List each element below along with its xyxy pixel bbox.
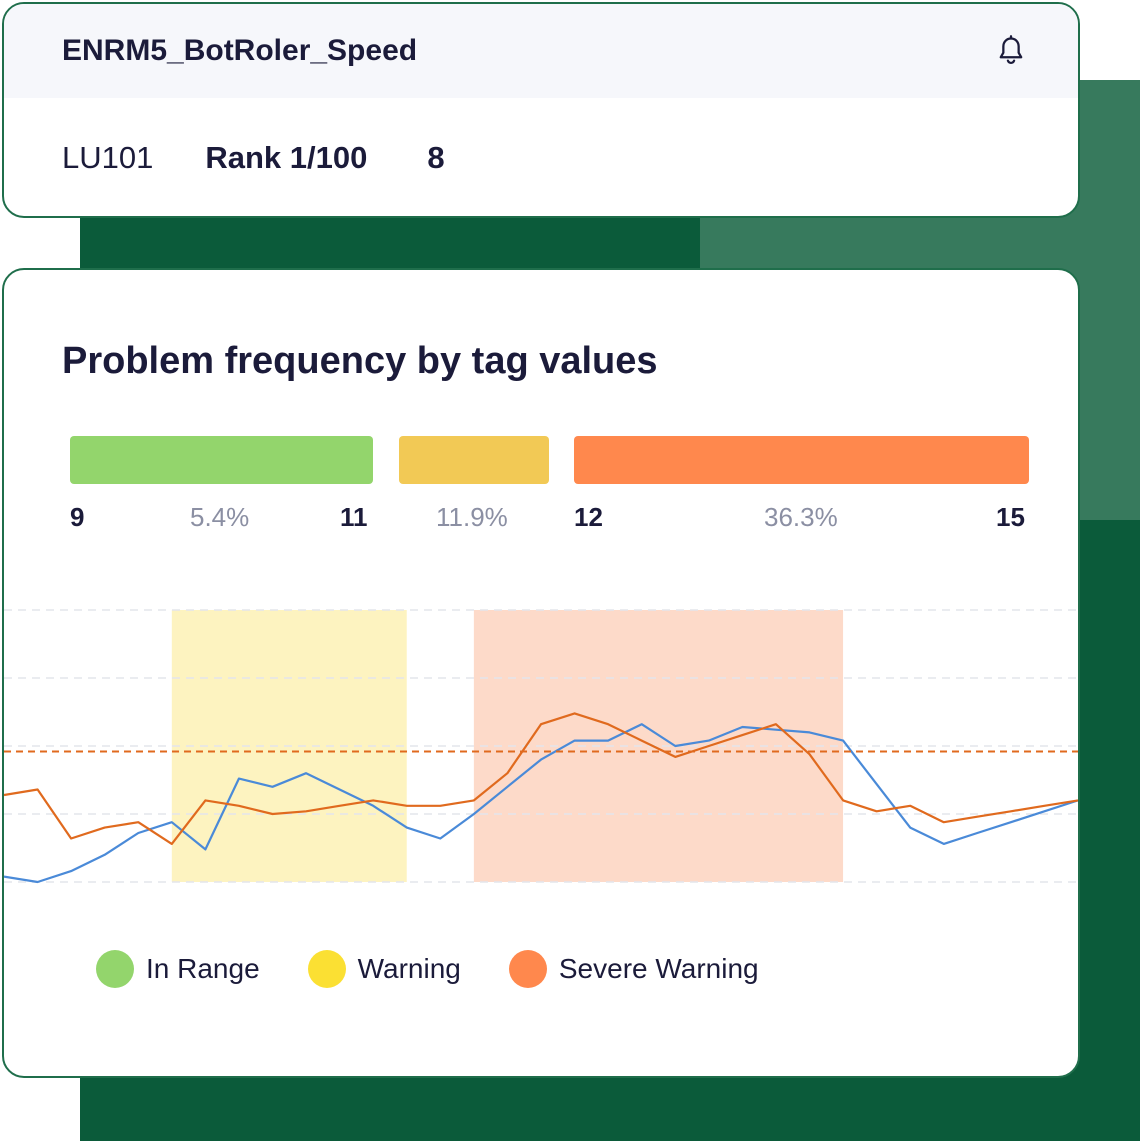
band-in-range-from: 9 bbox=[70, 502, 85, 532]
tag-title: ENRM5_BotRoler_Speed bbox=[62, 34, 418, 67]
problem-frequency-card: Problem frequency by tag values 9 5.4% 1… bbox=[2, 268, 1080, 1078]
tag-meta-row: LU101 Rank 1/100 8 bbox=[4, 98, 1078, 216]
band-warning[interactable] bbox=[399, 436, 549, 484]
legend-item-in-range[interactable]: In Range bbox=[96, 950, 260, 988]
line-chart bbox=[4, 609, 1078, 884]
series-line-0 bbox=[4, 723, 1078, 884]
bell-icon[interactable] bbox=[994, 34, 1028, 68]
tag-info-card: ENRM5_BotRoler_Speed LU101 Rank 1/100 8 bbox=[2, 2, 1080, 218]
chart-title: Problem frequency by tag values bbox=[62, 340, 658, 382]
tag-header: ENRM5_BotRoler_Speed bbox=[4, 4, 1078, 98]
band-warning-percent: 11.9% bbox=[436, 502, 508, 532]
problem-count: 8 bbox=[427, 140, 445, 175]
rank-label: Rank bbox=[205, 140, 282, 175]
legend-in-range-dot bbox=[96, 950, 134, 988]
legend-in-range-label: In Range bbox=[146, 953, 260, 984]
legend-severe-label: Severe Warning bbox=[558, 953, 759, 984]
chart-legend: In Range Warning Severe Warning bbox=[96, 950, 807, 988]
legend-warning-label: Warning bbox=[357, 953, 461, 984]
band-severe-from: 12 bbox=[574, 502, 603, 532]
band-in-range-to: 11 bbox=[340, 502, 368, 532]
band-in-range[interactable] bbox=[70, 436, 373, 484]
legend-item-severe-warning[interactable]: Severe Warning bbox=[508, 950, 759, 988]
band-in-range-percent: 5.4% bbox=[190, 502, 250, 532]
rank-value: 1/100 bbox=[289, 140, 368, 175]
unit-id: LU101 bbox=[62, 140, 154, 175]
band-severe-percent: 36.3% bbox=[764, 502, 838, 532]
rank: Rank 1/100 bbox=[205, 140, 367, 176]
legend-warning-dot bbox=[307, 950, 346, 988]
legend-severe-dot bbox=[508, 950, 547, 988]
band-severe-warning[interactable] bbox=[574, 436, 1029, 484]
band-severe-to: 15 bbox=[996, 502, 1025, 532]
legend-item-warning[interactable]: Warning bbox=[307, 950, 461, 988]
series-line-1 bbox=[4, 712, 1078, 845]
